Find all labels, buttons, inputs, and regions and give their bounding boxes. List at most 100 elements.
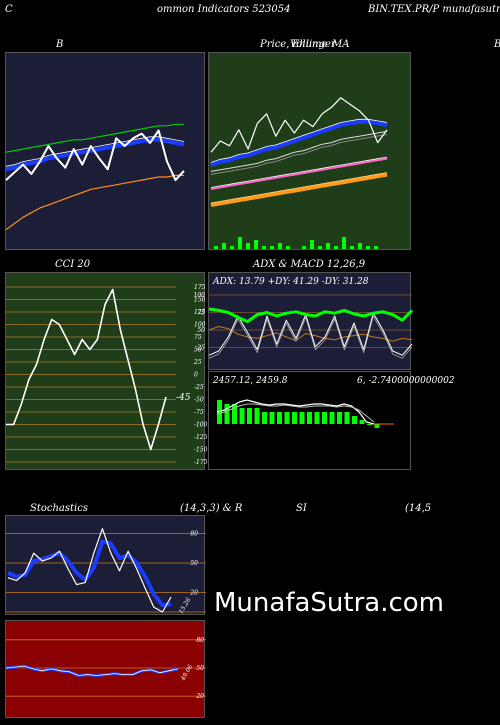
cci-line [6, 288, 167, 451]
cci-tick-label: 25 [193, 359, 202, 366]
header-corner: C [5, 4, 13, 15]
volume-bar [358, 243, 362, 249]
header-left: ommon Indicators 523054 [157, 4, 291, 15]
title-rsi-params: (14,5 [405, 503, 432, 514]
title-stoch-params: (14,3,3) & R [180, 503, 243, 514]
macd-histogram-bar [247, 408, 252, 424]
title-price: Price, [260, 39, 290, 50]
volume-bar [366, 246, 370, 249]
rsi-tick-label: 50 [196, 665, 204, 672]
macd-histogram-bar [367, 424, 372, 425]
bollinger-lower-band [5, 174, 184, 231]
adx-tick-label: 100 [194, 292, 206, 299]
watermark: MunafaSutra.com [214, 588, 445, 618]
macd-histogram-bar [337, 412, 342, 424]
cci-chart: 1751501251007550250-25-50-75-100-125-150… [6, 284, 208, 466]
macd-histogram-bar [239, 408, 245, 424]
price-ma-chart [210, 97, 388, 249]
volume-bar [310, 240, 314, 249]
price-panel [208, 52, 411, 250]
adx-plus-dy-line [208, 307, 414, 324]
bollinger-panel [5, 52, 205, 250]
cci-tick-label: -150 [194, 447, 208, 454]
title-price-overlap-b: Ehlinger [292, 39, 336, 50]
title-stochastics: Stochastics [30, 503, 88, 514]
macd-chart: 2457.12, 2459.8 6, -2.7400000000002 [212, 376, 455, 428]
adx-tick-label: 75 [197, 310, 205, 317]
macd-histogram-bar [307, 412, 312, 424]
cci-tick-label: 50 [194, 347, 202, 354]
macd-histogram-bar [322, 412, 327, 424]
adx-line [208, 312, 413, 356]
price-ma-pink-edge [210, 156, 388, 188]
rsi-tick-label: 20 [195, 693, 204, 700]
volume-bar [278, 243, 282, 249]
macd-histogram-bar [359, 420, 365, 424]
macd-histogram-bar [217, 400, 222, 424]
stoch-tick-label: 20 [189, 589, 198, 596]
cci-tick-label: 125 [194, 309, 206, 316]
cci-tick-label: 175 [194, 284, 206, 291]
price-close-line [210, 97, 388, 153]
title-price-ma: MA [332, 39, 350, 50]
volume-bar [350, 246, 354, 249]
volume-bar [262, 246, 266, 249]
bollinger-upper-band [5, 123, 184, 153]
macd-histogram-bar [352, 416, 357, 424]
bollinger-middle-band [5, 137, 185, 172]
price-ma-blue [210, 119, 388, 167]
price-ma-blue-edge [210, 118, 388, 163]
rsi-panel: 80 50 20 49.06 [5, 620, 206, 718]
stochastics-panel: 80 50 20 15.26 [5, 515, 206, 615]
title-adx-macd: ADX & MACD 12,26,9 [253, 259, 366, 270]
volume-bar [374, 246, 378, 249]
volume-bar [286, 246, 290, 249]
macd-histogram-bar [314, 412, 320, 424]
macd-histogram-bar [329, 412, 335, 424]
volume-bar [222, 243, 226, 249]
macd-histogram-bar [269, 412, 275, 424]
volume-bar [302, 246, 306, 249]
volume-bar [334, 246, 338, 249]
macd-panel: 2457.12, 2459.8 6, -2.7400000000002 [208, 371, 455, 470]
macd-histogram-bar [292, 412, 297, 424]
macd-values-text-b: 6, -2.7400000000002 [357, 376, 455, 386]
title-rsi: SI [296, 503, 307, 514]
cci-tick-label: -100 [194, 422, 208, 429]
rsi-line [5, 665, 179, 676]
title-right-edge: B [494, 39, 500, 50]
stoch-d-line [7, 539, 172, 608]
cci-tick-label: 75 [194, 334, 202, 341]
volume-bar [230, 246, 234, 249]
adx-values-text: ADX: 13.79 +DY: 41.29 -DY: 31.28 [212, 277, 369, 287]
price-ma-white-b [210, 133, 388, 175]
title-price-overlap-a: Volume [290, 39, 328, 50]
cci-tick-label: -50 [194, 397, 204, 404]
rsi-current-label: 49.06 [179, 663, 194, 682]
macd-signal-line [216, 403, 375, 423]
volume-bar [214, 246, 218, 249]
price-ma-orange-edge [210, 172, 388, 204]
stoch-k-line [7, 528, 172, 613]
bollinger-chart [5, 123, 185, 231]
macd-histogram-bar [232, 404, 237, 424]
adx-tick-label: 25 [196, 345, 205, 352]
title-bollinger: B [56, 39, 64, 50]
macd-histogram-bar [284, 412, 290, 424]
cci-tick-label: 100 [194, 322, 206, 329]
macd-histogram-bar [262, 412, 267, 424]
cci-tick-label: -25 [194, 384, 204, 391]
cci-panel: 175 150 125 100 75 50 25 0 -25 -50 -75 -100 -125 -150… [5, 272, 208, 470]
adx-panel: 100 75 50 25 ADX: 13.79 +DY: 41.29 -DY: 31.2… [194, 272, 414, 370]
macd-histogram-bar [374, 424, 380, 428]
macd-histogram-bar [299, 412, 305, 424]
volume-bar [326, 243, 330, 249]
cci-tick-label: -75 [194, 409, 204, 416]
stoch-tick-label: 50 [190, 560, 198, 567]
macd-histogram-bar [254, 408, 260, 424]
volume-bar [342, 237, 346, 249]
title-cci: CCI 20 [55, 259, 91, 270]
cci-tick-label: -175 [194, 459, 208, 466]
